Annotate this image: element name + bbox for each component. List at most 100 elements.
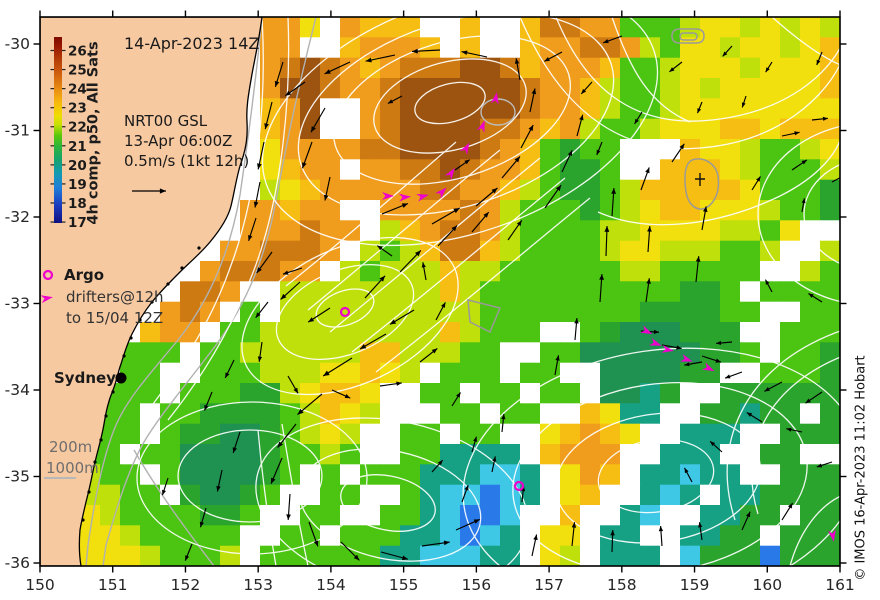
sst-cell xyxy=(300,383,321,404)
sst-cell xyxy=(520,383,541,404)
sst-cell xyxy=(400,78,421,99)
sst-cell xyxy=(400,342,421,364)
sst-cell xyxy=(380,383,401,404)
sst-cell xyxy=(280,159,301,181)
sst-cell xyxy=(640,17,661,38)
sst-cell xyxy=(700,57,721,79)
legend-drifters-line1: drifters@12h xyxy=(66,288,164,306)
sst-cell xyxy=(700,342,721,364)
sst-cell xyxy=(620,301,641,323)
ssh-contour-line xyxy=(751,356,840,515)
vector-scale-label: 0.5m/s (1kt 12h) xyxy=(124,151,250,170)
sst-cell xyxy=(740,342,761,364)
current-arrow-head xyxy=(756,176,761,182)
sst-cell xyxy=(620,37,641,59)
x-tick-label: 156 xyxy=(462,576,492,594)
current-arrow-head xyxy=(658,526,664,532)
current-arrow-head xyxy=(379,275,386,282)
sst-cell xyxy=(200,403,221,425)
sst-cell xyxy=(120,545,141,566)
sst-cell xyxy=(360,403,381,425)
sst-cell xyxy=(260,220,281,242)
sst-cell xyxy=(140,525,161,547)
coast-feature-dot xyxy=(138,318,142,322)
sst-cell xyxy=(520,444,541,465)
sst-cell xyxy=(240,545,261,566)
sst-cell xyxy=(320,78,341,99)
current-arrow-head xyxy=(869,152,874,156)
sst-cell xyxy=(260,57,281,79)
current-arrow-head xyxy=(514,58,520,64)
seamount-mark-icon xyxy=(695,173,705,186)
sst-cell xyxy=(140,322,161,343)
ssh-contour-line xyxy=(375,197,591,373)
sst-cell xyxy=(320,220,341,242)
sst-cell xyxy=(680,57,701,79)
sst-cell xyxy=(300,464,321,486)
current-arrow-head xyxy=(159,188,166,194)
sst-cell xyxy=(460,78,481,99)
sst-cell xyxy=(440,281,461,303)
sst-cell xyxy=(440,118,461,140)
sst-cell xyxy=(560,98,581,120)
sst-cell xyxy=(280,37,301,59)
sst-cell xyxy=(220,261,241,282)
sst-cell xyxy=(440,17,461,38)
sst-cell xyxy=(820,139,840,160)
sst-cell xyxy=(160,444,181,465)
sst-cell xyxy=(820,200,840,221)
sst-cell xyxy=(680,179,701,201)
sst-cell xyxy=(600,464,621,486)
sst-cell xyxy=(780,98,801,120)
current-arrow-head xyxy=(255,312,261,318)
ssh-contour-line xyxy=(257,429,277,566)
sst-cell xyxy=(680,505,701,526)
ssh-contour-ellipse xyxy=(136,401,368,555)
sst-cell xyxy=(560,57,581,79)
sst-cell xyxy=(380,362,401,384)
sst-cell xyxy=(800,57,821,79)
sst-cell xyxy=(680,118,701,140)
sst-cell xyxy=(240,444,261,465)
sst-cell xyxy=(580,444,601,465)
sst-cell xyxy=(360,240,381,262)
ssh-contour-line xyxy=(771,17,840,66)
sst-cell xyxy=(460,179,481,201)
sst-cell xyxy=(240,525,261,547)
sst-cell xyxy=(720,240,741,262)
sst-cell xyxy=(320,98,341,120)
sst-cell xyxy=(540,57,561,79)
sst-cell xyxy=(560,200,581,221)
sst-cell xyxy=(300,17,321,38)
sst-cell xyxy=(460,57,481,79)
coast-feature-dot xyxy=(150,300,154,304)
legend-argo-label: Argo xyxy=(64,266,105,284)
sst-cell xyxy=(560,322,581,343)
y-tick-label: -32 xyxy=(5,208,30,226)
sst-cell xyxy=(200,301,221,323)
sst-cell xyxy=(740,505,761,526)
sst-cell xyxy=(760,200,781,221)
sst-cell xyxy=(620,383,641,404)
sst-cell xyxy=(600,301,621,323)
sst-cell xyxy=(140,464,161,486)
current-arrow-head xyxy=(860,127,864,132)
sst-cell xyxy=(480,240,501,262)
sst-cell xyxy=(660,301,681,323)
current-arrow-head xyxy=(746,412,753,417)
sst-cell xyxy=(820,423,840,445)
current-arrow-head xyxy=(816,463,823,468)
ssh-contour-line xyxy=(726,330,840,521)
sst-cell xyxy=(700,444,721,465)
sst-cell xyxy=(380,423,401,445)
coast-feature-dot xyxy=(81,518,85,522)
current-arrow-head xyxy=(716,340,722,345)
sst-cell xyxy=(480,362,501,384)
sst-cell xyxy=(280,220,301,242)
sst-cell xyxy=(420,281,441,303)
ssh-contour-line xyxy=(611,17,691,123)
argo-float-marker xyxy=(42,269,54,281)
sst-cell xyxy=(360,322,381,343)
current-arrow-head xyxy=(389,319,397,325)
sst-cell xyxy=(220,322,241,343)
